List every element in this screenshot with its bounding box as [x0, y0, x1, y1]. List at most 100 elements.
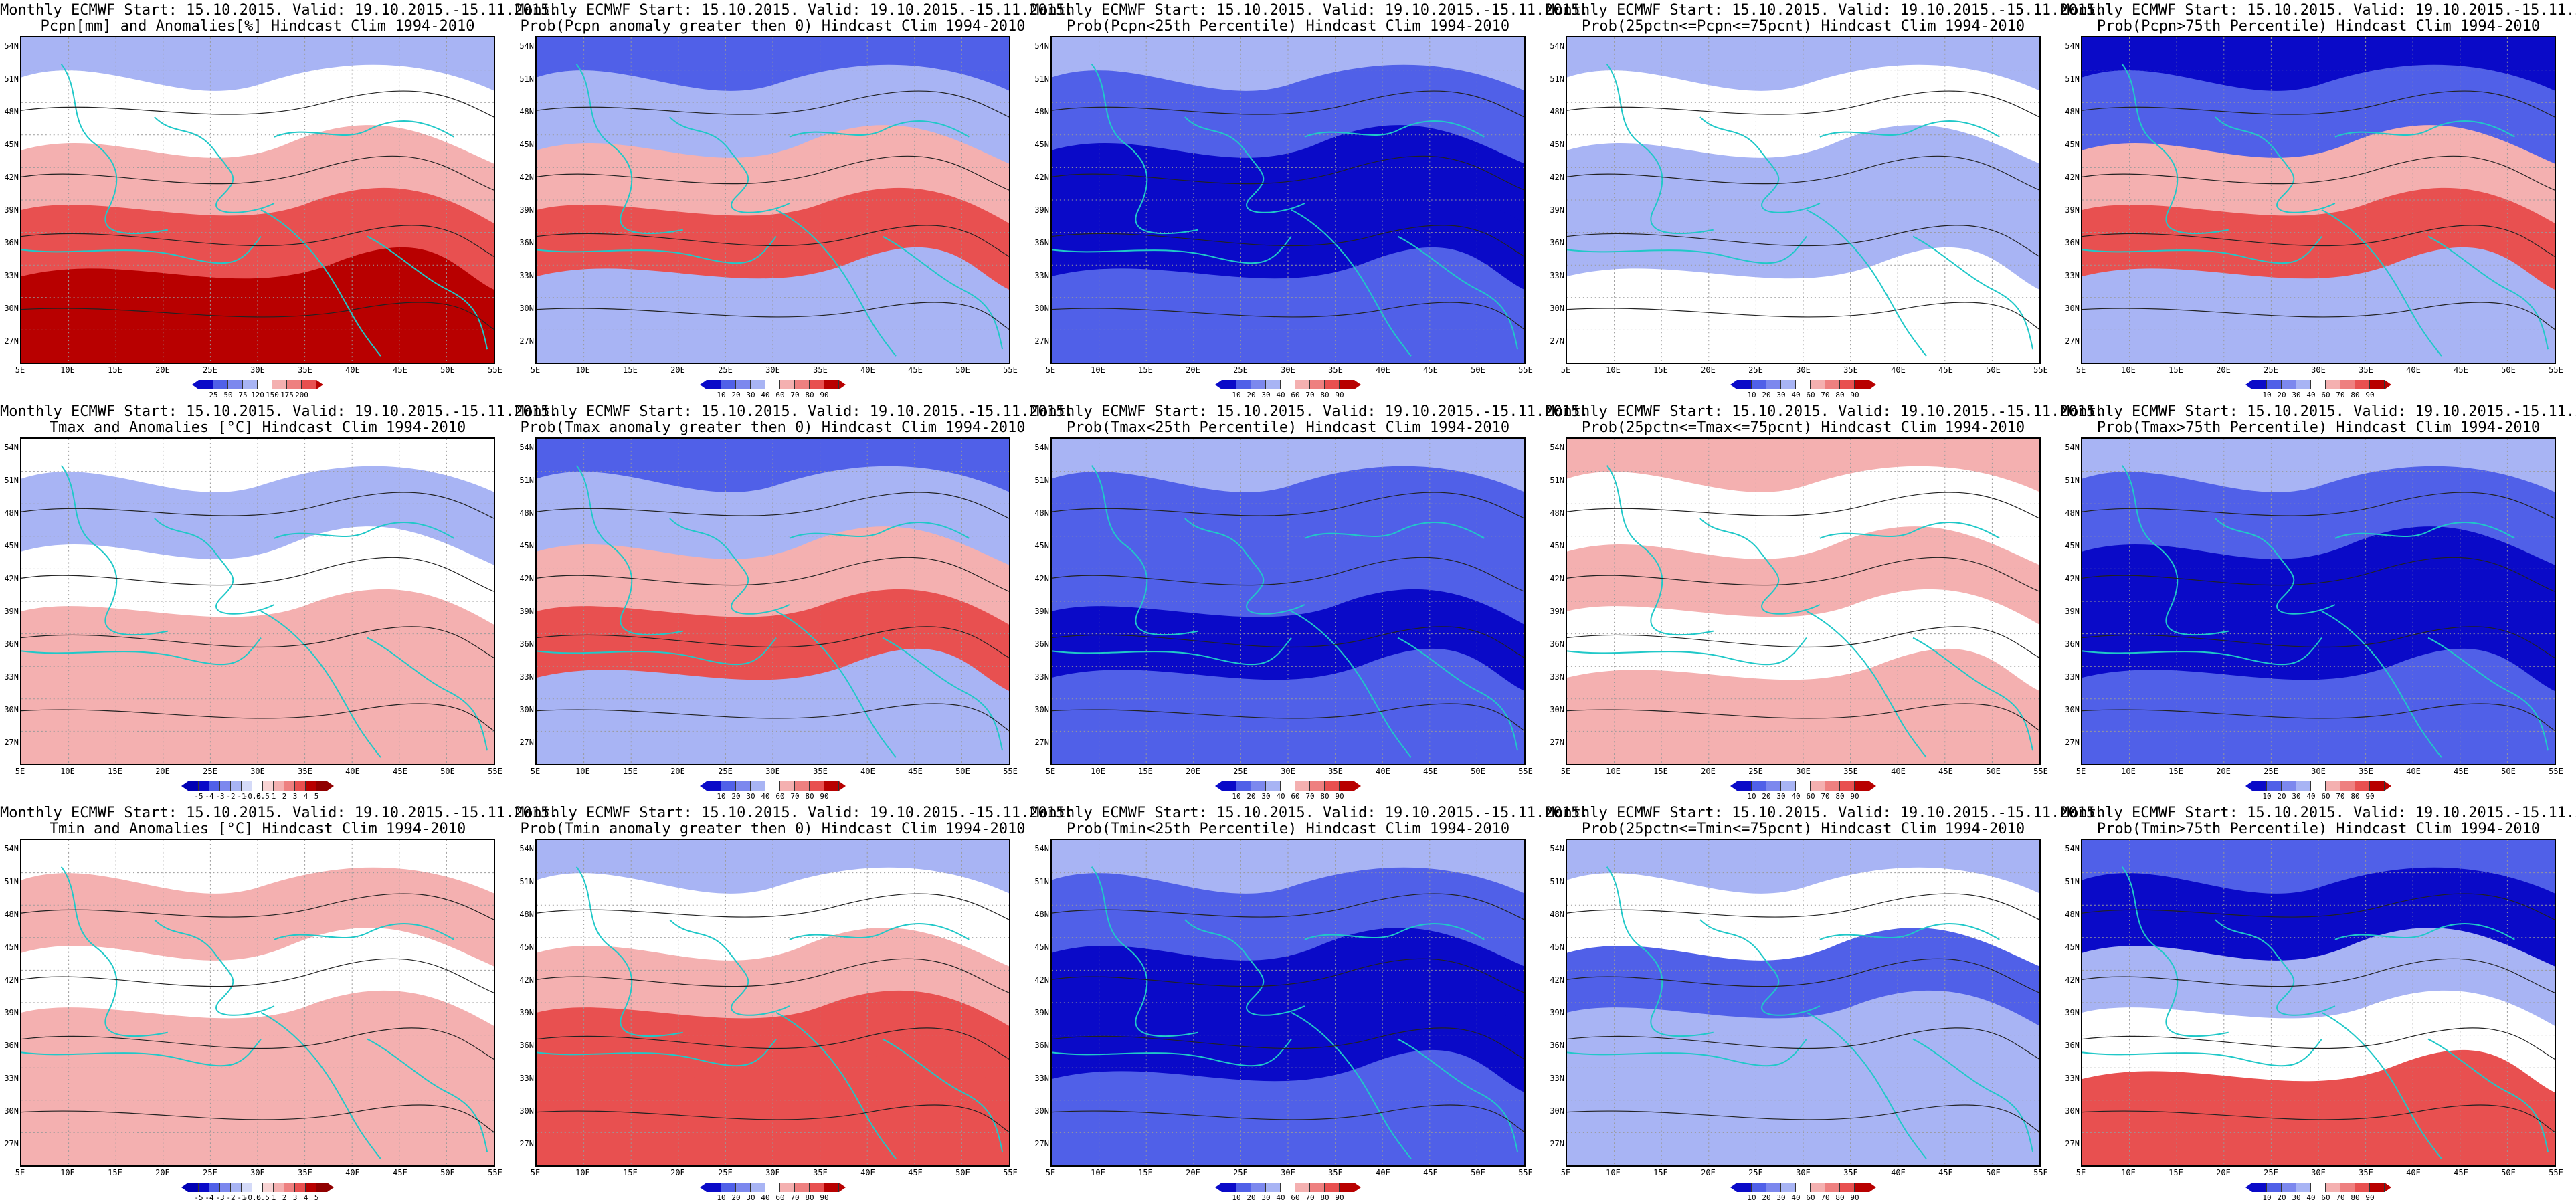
longitude-label: 5E — [1560, 767, 1571, 776]
longitude-label: 55E — [1003, 767, 1018, 776]
latitude-label: 42N — [2065, 173, 2080, 182]
colorbar-cell — [810, 1183, 824, 1192]
colorbar-label: 90 — [1335, 391, 1344, 399]
latitude-label: 54N — [1034, 443, 1049, 452]
colorbar-cell — [780, 1183, 795, 1192]
latitude-label: 51N — [1034, 476, 1049, 485]
latitude-label: 51N — [519, 877, 534, 886]
longitude-label: 45E — [908, 1168, 923, 1177]
colorbar-label: 30 — [746, 792, 755, 801]
colorbar-label: 90 — [1850, 1193, 1859, 1202]
colorbar-cell — [2311, 380, 2326, 389]
colorbar-cell — [1266, 1183, 1281, 1192]
longitude-label: 45E — [393, 365, 407, 375]
colorbar-label: 150 — [266, 391, 279, 399]
colorbar-cell — [2282, 380, 2296, 389]
longitude-label: 30E — [765, 767, 780, 776]
colorbar-label: -3 — [215, 792, 225, 801]
colorbar-labels: 10 20 30 40 60 70 80 90 — [1737, 792, 1869, 801]
colorbar-label: 80 — [2351, 1193, 2360, 1202]
panel-title-line2: Tmin and Anomalies [°C] Hindcast Clim 19… — [49, 821, 466, 837]
colorbar-low-arrow — [1215, 380, 1222, 389]
panel-title-line1: Monthly ECMWF Start: 15.10.2015. Valid: … — [1546, 805, 2104, 821]
latitude-label: 27N — [1034, 1139, 1049, 1148]
longitude-label: 40E — [1376, 1168, 1390, 1177]
latitude-label: 54N — [519, 443, 534, 452]
colorbar-label: 10 — [717, 792, 726, 801]
colorbar-cell — [252, 1183, 263, 1192]
longitude-label: 15E — [1653, 365, 1668, 375]
panel-title-line2: Prob(Tmin>75th Percentile) Hindcast Clim… — [2096, 821, 2541, 837]
colorbar-label: 10 — [1232, 391, 1241, 399]
colorbar-cell — [736, 1183, 751, 1192]
longitude-label: 30E — [250, 1168, 265, 1177]
forecast-panel-pcpn-4: Monthly ECMWF Start: 15.10.2015. Valid: … — [1546, 0, 2104, 401]
longitude-label: 5E — [1045, 1168, 1056, 1177]
longitude-label: 45E — [1938, 365, 1953, 375]
latitude-label: 48N — [1550, 508, 1564, 518]
latitude-label: 51N — [2065, 877, 2080, 886]
forecast-panel-pcpn-3: Monthly ECMWF Start: 15.10.2015. Valid: … — [1030, 0, 1589, 401]
forecast-panel-tmin-5: Monthly ECMWF Start: 15.10.2015. Valid: … — [2061, 803, 2576, 1204]
latitude-label: 45N — [2065, 140, 2080, 149]
colorbar-label: 40 — [2306, 1193, 2316, 1202]
latitude-label: 30N — [1550, 304, 1564, 313]
longitude-label: 20E — [155, 767, 170, 776]
longitude-label: 5E — [2076, 1168, 2086, 1177]
latitude-label: 42N — [1034, 975, 1049, 985]
longitude-label: 15E — [2169, 365, 2183, 375]
panel-title-line1: Monthly ECMWF Start: 15.10.2015. Valid: … — [1030, 2, 1589, 19]
colorbar-label: 70 — [1821, 1193, 1830, 1202]
colorbar-label: 20 — [1247, 1193, 1256, 1202]
colorbar-label: 30 — [2292, 792, 2301, 801]
colorbar-label: 40 — [2306, 792, 2316, 801]
colorbar-label: 80 — [1835, 391, 1845, 399]
colorbar-cell — [1266, 781, 1281, 791]
colorbar-cell — [1310, 781, 1325, 791]
latitude-label: 51N — [1550, 74, 1564, 84]
longitude-label: 25E — [203, 1168, 217, 1177]
colorbar-high-arrow — [1869, 1183, 1876, 1192]
map-area — [535, 437, 1010, 765]
colorbar-labels: 10 20 30 40 60 70 80 90 — [1222, 792, 1354, 801]
longitude-label: 35E — [1843, 767, 1858, 776]
colorbar-labels: 10 20 30 40 60 70 80 90 — [1222, 1193, 1354, 1203]
colorbar-cell — [2282, 781, 2296, 791]
latitude-label: 33N — [1034, 1074, 1049, 1083]
colorbar-cell — [736, 781, 751, 791]
colorbar-cell — [295, 781, 306, 791]
colorbar-cell — [220, 1183, 231, 1192]
colorbar-label: 50 — [223, 391, 233, 399]
colorbar-cell — [1295, 380, 1310, 389]
colorbar-label: 40 — [1276, 792, 1285, 801]
map-area — [1050, 839, 1526, 1167]
colorbar-label: 90 — [1335, 792, 1344, 801]
colorbar-cell — [258, 380, 272, 389]
colorbar-cell — [707, 380, 721, 389]
colorbar-label: 40 — [1791, 391, 1801, 399]
colorbar-label: 40 — [1276, 391, 1285, 399]
longitude-label: 30E — [250, 365, 265, 375]
longitude-label: 5E — [15, 1168, 25, 1177]
longitude-label: 15E — [1653, 767, 1668, 776]
latitude-label: 48N — [1034, 107, 1049, 116]
longitude-label: 55E — [2033, 365, 2048, 375]
longitude-label: 50E — [1471, 767, 1485, 776]
colorbar-cell — [2340, 1183, 2355, 1192]
colorbar-high-arrow — [839, 380, 846, 389]
longitude-label: 20E — [670, 365, 685, 375]
colorbar-cell — [231, 1183, 242, 1192]
colorbar-label: 2 — [282, 1193, 287, 1202]
colorbar-label: 60 — [1291, 1193, 1300, 1202]
longitude-label: 15E — [1138, 767, 1153, 776]
colorbar-label: 90 — [820, 391, 829, 399]
colorbar-label: 90 — [820, 1193, 829, 1202]
longitude-label: 10E — [575, 365, 590, 375]
latitude-label: 27N — [519, 1139, 534, 1148]
latitude-label: 54N — [2065, 844, 2080, 854]
colorbar-cell — [1752, 380, 1766, 389]
latitude-label: 51N — [1550, 877, 1564, 886]
longitude-label: 50E — [1986, 1168, 2001, 1177]
colorbar-cell — [231, 781, 242, 791]
panel-title-line2: Prob(Pcpn<25th Percentile) Hindcast Clim… — [1066, 18, 1510, 35]
